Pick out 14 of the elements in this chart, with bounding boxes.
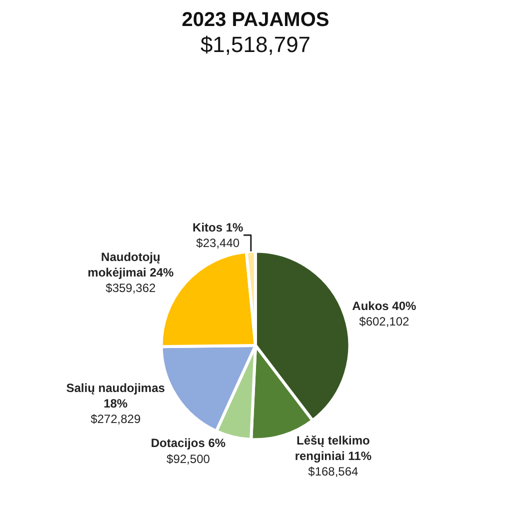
chart-title: 2023 PAJAMOS	[182, 8, 330, 31]
slice-label: Kitos 1%	[192, 220, 244, 234]
slice-label: Salių naudojimas 18%	[66, 380, 166, 411]
slice-label: Naudotojų mokėjimai 24%	[88, 250, 174, 280]
data-label: $602,102	[359, 314, 410, 329]
slice-label: Lėšų telkimo renginiai 11%	[294, 433, 372, 463]
data-label: $359,362	[106, 281, 156, 296]
chart-subtitle: $1,518,797	[200, 32, 311, 57]
data-label: $23,440	[196, 236, 240, 250]
slice-label: Aukos 40%	[352, 299, 417, 314]
data-label: $92,500	[166, 452, 210, 466]
data-label: $168,564	[308, 464, 359, 479]
data-label: $272,829	[90, 412, 141, 426]
slice-label: Dotacijos 6%	[150, 436, 226, 450]
